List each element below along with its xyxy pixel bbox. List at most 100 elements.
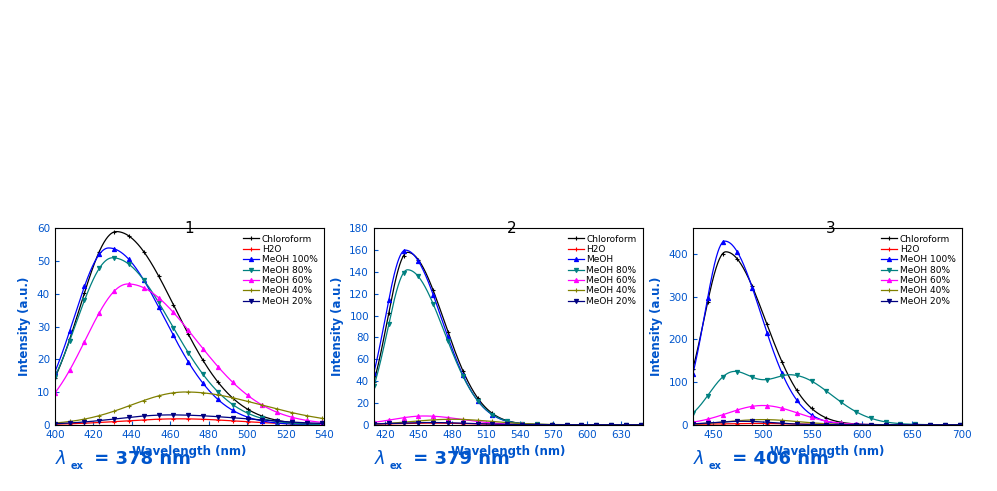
H2O [368, 421, 380, 427]
MeOH 100% [281, 421, 293, 427]
Line: MeOH 80%: MeOH 80% [372, 268, 645, 427]
MeOH 80% [919, 422, 931, 428]
MeOH 20% [843, 422, 855, 428]
MeOH 60% [919, 422, 931, 428]
Legend: Chloroform, H2O, MeOH, MeOH 80%, MeOH 60%, MeOH 40%, MeOH 20%: Chloroform, H2O, MeOH, MeOH 80%, MeOH 60… [565, 233, 638, 307]
MeOH 20% [919, 422, 931, 428]
Chloroform [318, 421, 330, 427]
MeOH 60% [212, 364, 224, 370]
Text: ex: ex [390, 461, 403, 471]
MeOH [531, 422, 543, 428]
MeOH 100% [687, 371, 699, 377]
Chloroform [687, 366, 699, 372]
MeOH 40% [385, 420, 397, 426]
MeOH 100% [253, 417, 265, 423]
MeOH 60% [572, 422, 584, 428]
Legend: Chloroform, H2O, MeOH 100%, MeOH 80%, MeOH 60%, MeOH 40%, MeOH 20%: Chloroform, H2O, MeOH 100%, MeOH 80%, Me… [241, 233, 319, 307]
Y-axis label: Intensity (a.u.): Intensity (a.u.) [650, 277, 663, 376]
MeOH 60% [205, 356, 217, 362]
Chloroform [891, 422, 903, 428]
MeOH [368, 370, 380, 376]
MeOH 40% [572, 422, 584, 428]
MeOH 80% [66, 333, 78, 339]
Y-axis label: Intensity (a.u.): Intensity (a.u.) [331, 277, 344, 376]
Text: = 406 nm: = 406 nm [726, 450, 829, 468]
MeOH 20% [165, 412, 176, 418]
MeOH 20% [524, 422, 536, 428]
H2O [687, 421, 699, 427]
Line: MeOH 60%: MeOH 60% [372, 414, 645, 427]
Line: MeOH 40%: MeOH 40% [372, 417, 645, 427]
MeOH 80% [385, 314, 397, 320]
Line: H2O: H2O [372, 421, 645, 427]
MeOH 60% [220, 373, 232, 379]
H2O [919, 422, 931, 428]
Chloroform [850, 421, 862, 427]
MeOH 80% [687, 410, 699, 416]
Text: $\lambda$: $\lambda$ [374, 450, 386, 468]
H2O [281, 421, 293, 427]
H2O [843, 422, 855, 428]
MeOH 80% [572, 422, 584, 428]
MeOH 60% [757, 403, 769, 409]
MeOH 40% [539, 421, 551, 427]
MeOH 40% [858, 422, 870, 428]
Chloroform [253, 412, 265, 418]
MeOH 80% [524, 421, 536, 427]
MeOH [600, 422, 612, 428]
Line: H2O: H2O [53, 416, 326, 427]
Chloroform [858, 421, 870, 427]
H2O [637, 422, 649, 428]
Chloroform [220, 389, 232, 395]
MeOH 60% [253, 401, 265, 407]
Line: Chloroform: Chloroform [372, 250, 645, 427]
Text: 1: 1 [184, 221, 194, 236]
MeOH 80% [600, 422, 612, 428]
MeOH 40% [600, 422, 612, 428]
Chloroform [212, 380, 224, 386]
Line: H2O: H2O [691, 421, 964, 427]
MeOH 40% [919, 422, 931, 428]
MeOH 80% [539, 422, 551, 428]
Legend: Chloroform, H2O, MeOH 100%, MeOH 80%, MeOH 60%, MeOH 40%, MeOH 20%: Chloroform, H2O, MeOH 100%, MeOH 80%, Me… [879, 233, 957, 307]
Chloroform [720, 249, 732, 255]
MeOH 100% [891, 422, 903, 428]
MeOH 60% [956, 422, 968, 428]
Y-axis label: Intensity (a.u.): Intensity (a.u.) [18, 277, 31, 376]
Chloroform [281, 419, 293, 425]
MeOH 20% [704, 420, 716, 426]
MeOH 20% [737, 418, 749, 424]
MeOH [637, 422, 649, 428]
MeOH 20% [637, 422, 649, 428]
H2O [600, 422, 612, 428]
Line: MeOH 40%: MeOH 40% [691, 417, 964, 427]
MeOH [572, 422, 584, 428]
Chloroform [368, 379, 380, 384]
MeOH 80% [891, 420, 903, 426]
MeOH 80% [107, 255, 119, 261]
Chloroform [49, 375, 61, 381]
H2O [318, 421, 330, 427]
MeOH [524, 421, 536, 427]
Chloroform [111, 229, 123, 235]
H2O [424, 420, 436, 426]
MeOH 40% [220, 394, 232, 400]
Line: MeOH 20%: MeOH 20% [691, 419, 964, 427]
MeOH 80% [281, 420, 293, 426]
MeOH 40% [212, 392, 224, 398]
MeOH 60% [704, 416, 716, 422]
MeOH 80% [729, 368, 741, 374]
MeOH 40% [704, 420, 716, 426]
MeOH 80% [253, 414, 265, 420]
Chloroform [66, 331, 78, 337]
MeOH 80% [49, 374, 61, 380]
MeOH 40% [757, 417, 769, 423]
MeOH 80% [704, 390, 716, 396]
MeOH 40% [318, 416, 330, 422]
MeOH 40% [956, 422, 968, 428]
MeOH 40% [447, 416, 459, 422]
MeOH 100% [66, 323, 78, 329]
MeOH [385, 289, 397, 295]
MeOH 40% [205, 391, 217, 397]
MeOH 80% [637, 422, 649, 428]
